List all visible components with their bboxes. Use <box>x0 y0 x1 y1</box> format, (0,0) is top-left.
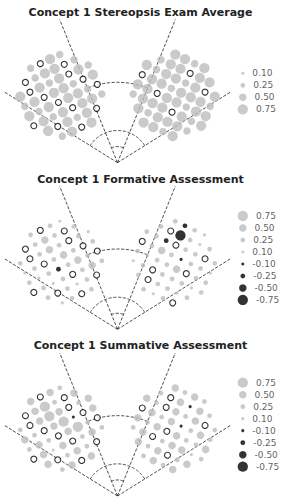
svg-text:-0.75: -0.75 <box>256 295 279 305</box>
svg-text:0.10: 0.10 <box>252 247 272 257</box>
svg-text:0.75: 0.75 <box>256 211 276 221</box>
svg-text:0.75: 0.75 <box>256 104 276 114</box>
svg-text:Concept 1 Stereopsis Exam Aver: Concept 1 Stereopsis Exam Average <box>29 6 253 19</box>
svg-text:0.10: 0.10 <box>252 414 272 424</box>
svg-text:0.50: 0.50 <box>255 390 275 400</box>
svg-text:0.50: 0.50 <box>255 223 275 233</box>
svg-text:-0.10: -0.10 <box>252 259 276 269</box>
svg-text:0.25: 0.25 <box>253 402 273 412</box>
svg-text:Concept 1 Formative Assessment: Concept 1 Formative Assessment <box>37 173 244 186</box>
svg-text:-0.50: -0.50 <box>255 283 279 293</box>
svg-text:0.10: 0.10 <box>252 68 272 78</box>
svg-text:-0.25: -0.25 <box>253 438 276 448</box>
svg-text:-0.75: -0.75 <box>256 462 279 472</box>
svg-text:0.25: 0.25 <box>253 80 273 90</box>
svg-text:0.50: 0.50 <box>255 92 275 102</box>
svg-text:0.25: 0.25 <box>253 235 273 245</box>
svg-text:-0.50: -0.50 <box>255 450 279 460</box>
svg-text:-0.10: -0.10 <box>252 426 276 436</box>
svg-text:0.75: 0.75 <box>256 378 276 388</box>
svg-text:Concept 1 Summative Assessment: Concept 1 Summative Assessment <box>34 339 248 352</box>
svg-text:-0.25: -0.25 <box>253 271 276 281</box>
